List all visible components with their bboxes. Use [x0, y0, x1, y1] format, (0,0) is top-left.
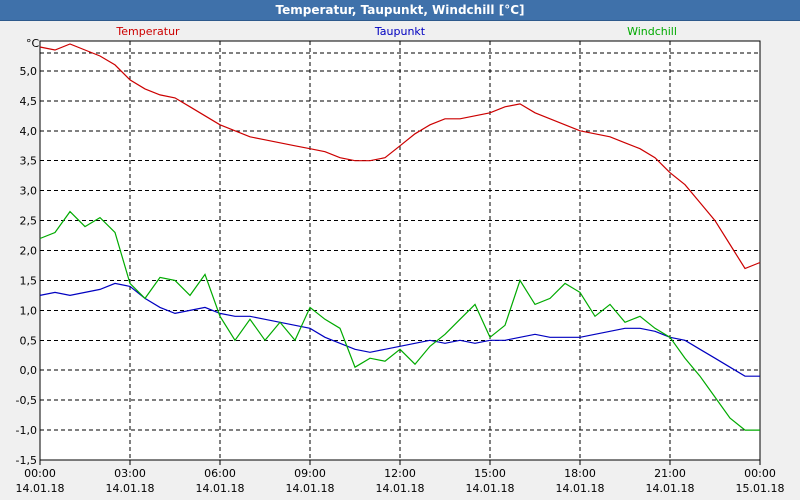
x-tick-label-time: 03:00 [114, 467, 146, 480]
y-tick-label: -1,0 [16, 424, 37, 437]
series-line-windchill [39, 210, 760, 431]
x-tick-label-time: 15:00 [474, 467, 506, 480]
x-tick-label-date: 14.01.18 [286, 482, 335, 495]
series-line-temperatur [39, 43, 761, 270]
y-tick-label: 4,0 [20, 125, 38, 138]
x-tick-label-time: 06:00 [204, 467, 236, 480]
legend-taupunkt: Taupunkt [374, 25, 426, 38]
y-tick-label: 5,0 [20, 65, 38, 78]
legend-temperatur: Temperatur [115, 25, 180, 38]
x-tick-label-date: 14.01.18 [646, 482, 695, 495]
y-axis-label: °C [26, 37, 40, 50]
x-tick-label-time: 09:00 [294, 467, 326, 480]
y-tick-label: 4,5 [20, 95, 38, 108]
y-tick-label: 3,5 [20, 155, 38, 168]
line-chart: -1,5 -1,0 -0,5 0,0 0,5 1,0 1,5 2,0 2,5 3,0 3,5 4,0 4… [16, 25, 785, 495]
chart-area: -1,5 -1,0 -0,5 0,0 0,5 1,0 1,5 2,0 2,5 3,0 3,5 4,0 4… [0, 21, 800, 500]
y-tick-label: 1,5 [20, 274, 38, 287]
chart-title: Temperatur, Taupunkt, Windchill [°C] [0, 0, 800, 21]
x-tick-label-date: 14.01.18 [16, 482, 65, 495]
y-tick-label: -0,5 [16, 394, 37, 407]
x-tick-label-date: 14.01.18 [376, 482, 425, 495]
y-tick-label: 0,5 [20, 334, 38, 347]
x-tick-label-date: 14.01.18 [556, 482, 605, 495]
x-tick-label-time: 18:00 [564, 467, 596, 480]
y-tick-label: 0,0 [20, 364, 38, 377]
legend-windchill: Windchill [627, 25, 677, 38]
x-tick-label-time: 12:00 [384, 467, 416, 480]
series-line-taupunkt [39, 282, 760, 377]
y-tick-label: -1,5 [16, 454, 37, 467]
x-tick-label-date: 14.01.18 [466, 482, 515, 495]
y-tick-label: 3,0 [20, 185, 38, 198]
x-tick-label-date: 14.01.18 [196, 482, 245, 495]
x-tick-label-time: 21:00 [654, 467, 686, 480]
x-tick-label-time: 00:00 [24, 467, 56, 480]
y-tick-label: 2,5 [20, 215, 38, 228]
x-tick-label-time: 00:00 [744, 467, 776, 480]
y-tick-label: 1,0 [20, 304, 38, 317]
y-tick-label: 2,0 [20, 245, 38, 258]
x-tick-label-date: 15.01.18 [736, 482, 785, 495]
x-tick-label-date: 14.01.18 [106, 482, 155, 495]
